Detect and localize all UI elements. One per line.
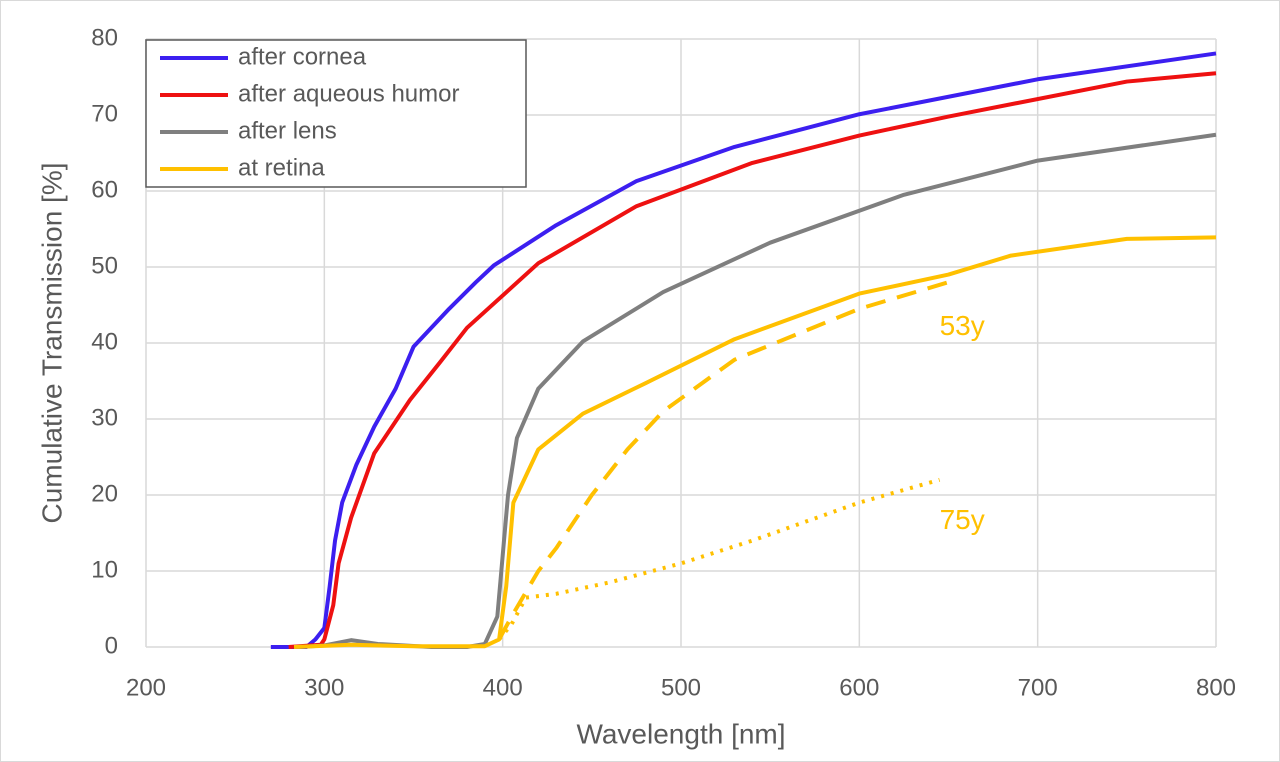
annotation: 53y [940,310,985,341]
annotation: 75y [940,504,985,535]
x-tick-label: 200 [126,674,166,701]
y-tick-label: 70 [91,100,118,127]
y-tick-label: 40 [91,328,118,355]
y-tick-label: 30 [91,404,118,431]
x-tick-label: 300 [304,674,344,701]
legend-label: after aqueous humor [238,80,459,107]
y-tick-label: 50 [91,252,118,279]
y-axis-title: Cumulative Transmission [%] [36,162,67,523]
age-curve [497,280,950,641]
legend-box [145,39,527,188]
y-tick-label: 60 [91,176,118,203]
series-line [293,235,1217,649]
x-tick-label: 700 [1018,674,1058,701]
series-line [288,71,1217,649]
y-tick-label: 80 [91,24,118,51]
x-axis-title: Wavelength [nm] [576,718,785,749]
x-tick-label: 400 [483,674,523,701]
y-tick-label: 20 [91,480,118,507]
x-tick-label: 600 [839,674,879,701]
legend-label: at retina [238,154,325,181]
series-line [270,51,1217,649]
legend-label: after lens [238,117,337,144]
x-tick-label: 800 [1196,674,1236,701]
legend-label: after cornea [238,43,367,70]
x-tick-label: 500 [661,674,701,701]
y-tick-label: 0 [105,632,118,659]
y-tick-label: 10 [91,556,118,583]
